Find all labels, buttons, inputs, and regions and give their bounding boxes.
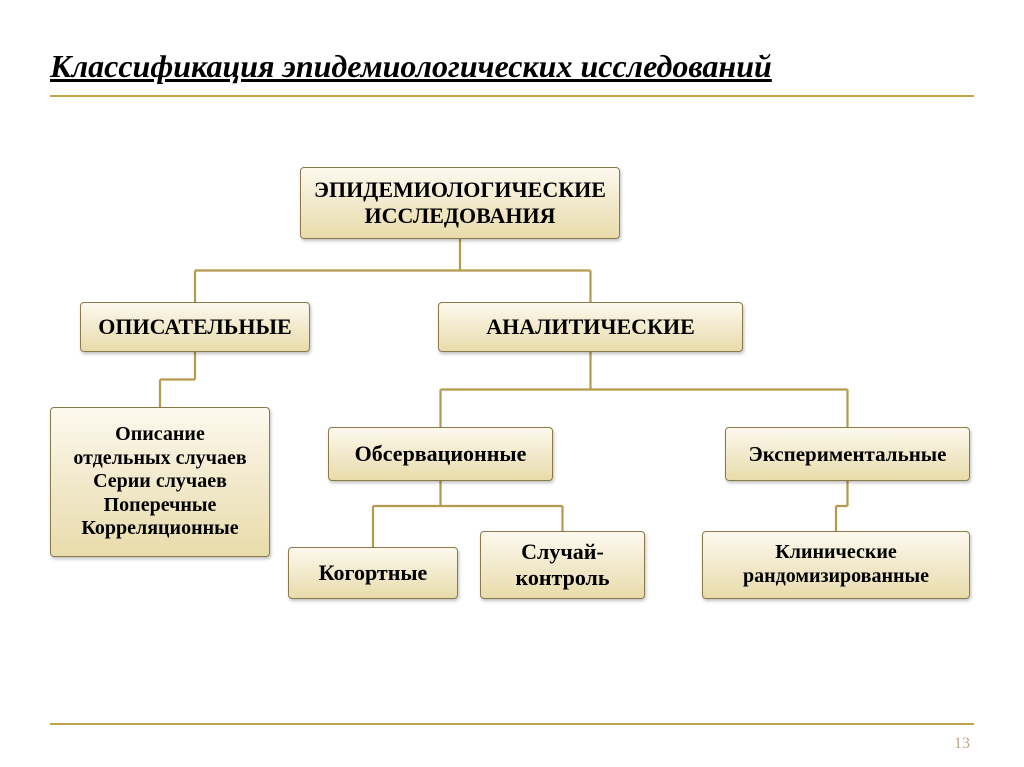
edge-from-experimental [836,481,848,531]
node-label: ЭПИДЕМИОЛОГИЧЕСКИЕ ИССЛЕДОВАНИЯ [314,177,606,229]
edge-from-descriptive [160,352,195,407]
node-label: АНАЛИТИЧЕСКИЕ [486,314,695,340]
node-observational: Обсервационные [328,427,553,481]
page-number: 13 [954,735,970,753]
node-label: Обсервационные [355,441,527,467]
node-label: Описание отдельных случаев Серии случаев… [73,423,246,541]
node-experimental: Экспериментальные [725,427,970,481]
node-cohort: Когортные [288,547,458,599]
diagram-canvas: ЭПИДЕМИОЛОГИЧЕСКИЕ ИССЛЕДОВАНИЯ ОПИСАТЕЛЬ… [50,107,974,667]
node-label: Случай- контроль [515,539,609,591]
node-analytical: АНАЛИТИЧЕСКИЕ [438,302,743,352]
node-label: Когортные [319,560,428,586]
node-label: Экспериментальные [748,442,946,467]
node-case_control: Случай- контроль [480,531,645,599]
edge-from-root [195,239,591,302]
bottom-rule [50,723,974,725]
node-descriptive: ОПИСАТЕЛЬНЫЕ [80,302,310,352]
page-title: Классификация эпидемиологических исследо… [50,48,974,85]
edge-from-analytical [441,352,848,427]
title-rule [50,95,974,97]
node-label: ОПИСАТЕЛЬНЫЕ [98,314,291,340]
node-rct: Клинические рандомизированные [702,531,970,599]
node-label: Клинические рандомизированные [743,541,929,588]
node-desc_list: Описание отдельных случаев Серии случаев… [50,407,270,557]
node-root: ЭПИДЕМИОЛОГИЧЕСКИЕ ИССЛЕДОВАНИЯ [300,167,620,239]
